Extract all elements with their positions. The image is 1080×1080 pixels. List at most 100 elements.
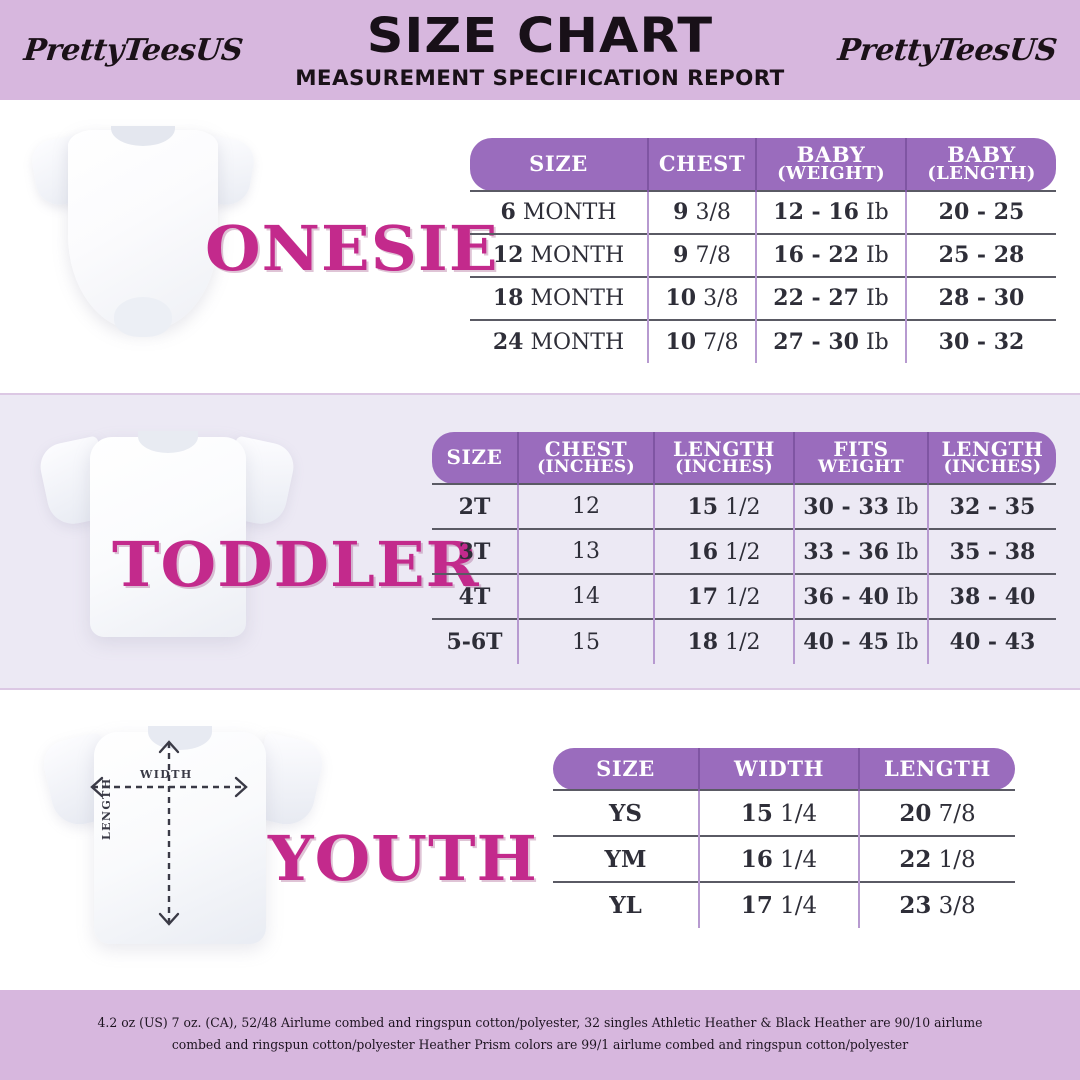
cell-chest: 13 [517, 528, 654, 574]
value-bold: 12 - 16 [773, 199, 859, 226]
onesie-crotch [114, 297, 172, 337]
youth-table-header: SIZE WIDTH LENGTH [553, 748, 1015, 790]
value-light: 1/4 [780, 846, 818, 873]
cell-chest: 15 [517, 618, 654, 664]
table-row: 3T 13 16 1/2 33 - 36 Ib 35 - 38 [432, 528, 1056, 574]
cell-weight: 40 - 45 Ib [793, 618, 928, 664]
onesie-size-table: SIZE CHEST BABY (WEIGHT) BABY (LENGTH) 6… [470, 138, 1056, 363]
value-light: 3/8 [695, 200, 731, 226]
onesie-col-baby-length: BABY (LENGTH) [905, 138, 1056, 191]
page-title: SIZE CHART [366, 7, 714, 64]
cell-length: 22 1/8 [858, 835, 1015, 882]
value-light: Ib [895, 630, 919, 655]
youth-col-size: SIZE [553, 748, 699, 790]
header-sub: (INCHES) [943, 456, 1042, 477]
cell-weight: 22 - 27 Ib [755, 275, 906, 320]
cell-width: 15 1/4 [698, 789, 859, 836]
value-light: 1/2 [725, 539, 761, 565]
value-light: 1/2 [725, 584, 761, 610]
cell-length: 25 - 28 [905, 232, 1056, 277]
cell-size: 12 MONTH [470, 232, 648, 277]
value-bold: 10 [665, 285, 697, 312]
cell-size: 4T [432, 573, 518, 619]
value-bold: 6 [500, 199, 516, 226]
value-light: 7/8 [703, 329, 739, 355]
value-bold: 23 [899, 892, 932, 919]
youth-col-length: LENGTH [858, 748, 1015, 790]
cell-size: 6 MONTH [470, 189, 648, 234]
value-light: Ib [865, 200, 889, 226]
value-bold: 17 [740, 892, 773, 919]
value-bold: 12 [492, 242, 524, 269]
table-row: 18 MONTH 10 3/8 22 - 27 Ib 28 - 30 [470, 275, 1056, 320]
value-light: MONTH [530, 329, 625, 355]
measure-label-width: WIDTH [140, 768, 193, 781]
cell-weight: 33 - 36 Ib [793, 528, 928, 574]
value-light: Ib [895, 584, 919, 610]
cell-length: 15 1/2 [653, 483, 794, 529]
toddler-body [90, 437, 246, 637]
value-light: Ib [865, 329, 889, 355]
table-row: 12 MONTH 9 7/8 16 - 22 Ib 25 - 28 [470, 232, 1056, 277]
value-bold: 16 [687, 538, 719, 565]
table-row: 6 MONTH 9 3/8 12 - 16 Ib 20 - 25 [470, 189, 1056, 234]
value-bold: 22 - 27 [773, 285, 859, 312]
table-row: 4T 14 17 1/2 36 - 40 Ib 38 - 40 [432, 573, 1056, 619]
value-bold: 16 - 22 [773, 242, 859, 269]
value-light: Ib [865, 286, 889, 312]
youth-table-body: YS 15 1/4 20 7/8 YM 16 1/4 22 1/8 YL 17 … [553, 789, 1015, 928]
value-bold: 17 [687, 583, 719, 610]
cell-weight: 30 - 33 Ib [793, 483, 928, 529]
header-main: CHEST [544, 436, 628, 461]
onesie-col-chest: CHEST [647, 138, 756, 191]
cell-weight: 12 - 16 Ib [755, 189, 906, 234]
table-row: YS 15 1/4 20 7/8 [553, 789, 1015, 836]
cell-length: 17 1/2 [653, 573, 794, 619]
onesie-table-body: 6 MONTH 9 3/8 12 - 16 Ib 20 - 25 12 MONT… [470, 189, 1056, 363]
value-light: 7/8 [938, 800, 976, 827]
section-label-toddler: TODDLER [112, 528, 480, 601]
value-light: 1/8 [938, 846, 976, 873]
cell-length2: 35 - 38 [927, 528, 1056, 574]
value-bold: 33 - 36 [803, 538, 889, 565]
section-label-youth: YOUTH [268, 822, 538, 895]
table-row: 5-6T 15 18 1/2 40 - 45 Ib 40 - 43 [432, 618, 1056, 664]
header-sub: WEIGHT [818, 456, 904, 477]
onesie-garment-image [28, 112, 258, 367]
header-main: FITS [833, 436, 889, 461]
value-bold: 36 - 40 [803, 583, 889, 610]
youth-body [94, 732, 266, 944]
header-main: BABY [796, 142, 866, 167]
table-row: 24 MONTH 10 7/8 27 - 30 Ib 30 - 32 [470, 318, 1056, 363]
table-header-row: SIZE CHEST (INCHES) LENGTH (INCHES) FITS… [432, 432, 1056, 484]
band-divider-1 [0, 393, 1080, 395]
header-title-group: SIZE CHART MEASUREMENT SPECIFICATION REP… [295, 12, 784, 90]
value-light: Ib [895, 494, 919, 520]
youth-col-width: WIDTH [698, 748, 859, 790]
cell-length: 16 1/2 [653, 528, 794, 574]
cell-length2: 40 - 43 [927, 618, 1056, 664]
value-light: MONTH [530, 243, 625, 269]
cell-weight: 27 - 30 Ib [755, 318, 906, 363]
table-header-row: SIZE WIDTH LENGTH [553, 748, 1015, 790]
cell-length: 18 1/2 [653, 618, 794, 664]
cell-length: 30 - 32 [905, 318, 1056, 363]
cell-weight: 36 - 40 Ib [793, 573, 928, 619]
toddler-col-size: SIZE [432, 432, 518, 484]
header-main: SIZE [596, 755, 655, 781]
onesie-col-baby-weight: BABY (WEIGHT) [755, 138, 906, 191]
toddler-col-length2: LENGTH (INCHES) [927, 432, 1056, 484]
cell-length: 20 - 25 [905, 189, 1056, 234]
cell-size: YL [553, 881, 699, 928]
header-main: LENGTH [884, 755, 991, 781]
band-divider-2 [0, 688, 1080, 690]
header-main: LENGTH [672, 436, 776, 461]
cell-size: YS [553, 789, 699, 836]
value-bold: 22 [899, 845, 932, 873]
header-main: LENGTH [941, 436, 1044, 461]
measurement-arrows-icon [90, 740, 248, 926]
table-row: YM 16 1/4 22 1/8 [553, 835, 1015, 882]
header-main: WIDTH [733, 755, 825, 781]
cell-size: 3T [432, 528, 518, 574]
cell-size: 18 MONTH [470, 275, 648, 320]
